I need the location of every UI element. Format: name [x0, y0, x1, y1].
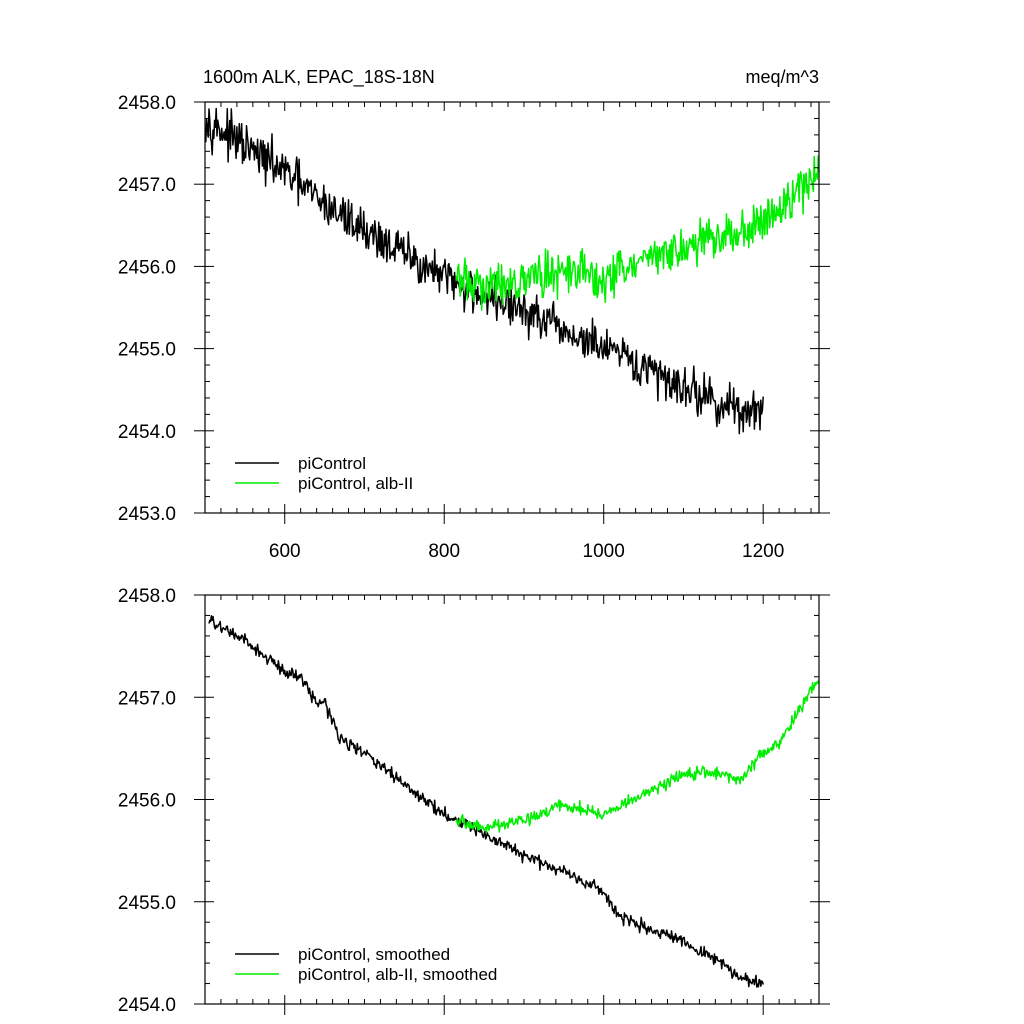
top-tick-layer: 600 800 1000 1200 2453.0 2454.0 2455.0 2456.0 24…	[118, 93, 830, 562]
top-x-tick-label: 1200	[742, 541, 784, 562]
bottom-series-layer	[208, 615, 820, 988]
panel-title: 1600m ALK, EPAC_18S-18N	[203, 67, 435, 88]
bottom-y-tick-label: 2457.0	[118, 688, 176, 709]
bottom-panel: 2454.0 2455.0 2456.0 2457.0 2458.0 piControl…	[118, 586, 830, 1016]
bottom-series-line-1	[455, 679, 820, 834]
bottom-y-tick-label: 2454.0	[118, 995, 176, 1016]
top-x-tick-label: 600	[269, 541, 301, 562]
top-series-layer	[204, 107, 820, 435]
top-legend-label-0: piControl	[298, 454, 366, 473]
bottom-y-tick-label: 2458.0	[118, 586, 176, 607]
top-legend-label-1: piControl, alb-II	[298, 474, 413, 493]
top-y-tick-label: 2457.0	[118, 175, 176, 196]
top-y-tick-label: 2455.0	[118, 340, 176, 361]
bottom-y-tick-label: 2456.0	[118, 791, 176, 812]
top-series-line-1	[455, 155, 820, 311]
units-label: meq/m^3	[746, 67, 819, 87]
bottom-y-tick-label: 2455.0	[118, 893, 176, 914]
top-y-tick-label: 2454.0	[118, 422, 176, 443]
top-series-line-0	[204, 107, 764, 435]
bottom-tick-layer: 2454.0 2455.0 2456.0 2457.0 2458.0	[118, 586, 830, 1016]
bottom-plot-frame	[204, 594, 820, 1005]
bottom-series-line-0	[208, 615, 764, 988]
top-y-tick-label: 2458.0	[118, 93, 176, 114]
bottom-legend-label-1: piControl, alb-II, smoothed	[298, 965, 497, 984]
bottom-legend-label-0: piControl, smoothed	[298, 945, 450, 964]
top-y-tick-label: 2456.0	[118, 257, 176, 278]
top-y-tick-label: 2453.0	[118, 504, 176, 525]
top-x-tick-label: 1000	[583, 541, 625, 562]
top-plot-frame	[204, 101, 820, 514]
top-x-tick-label: 800	[428, 541, 460, 562]
top-panel: 1600m ALK, EPAC_18S-18N meq/m^3 600 800 10…	[118, 67, 830, 562]
